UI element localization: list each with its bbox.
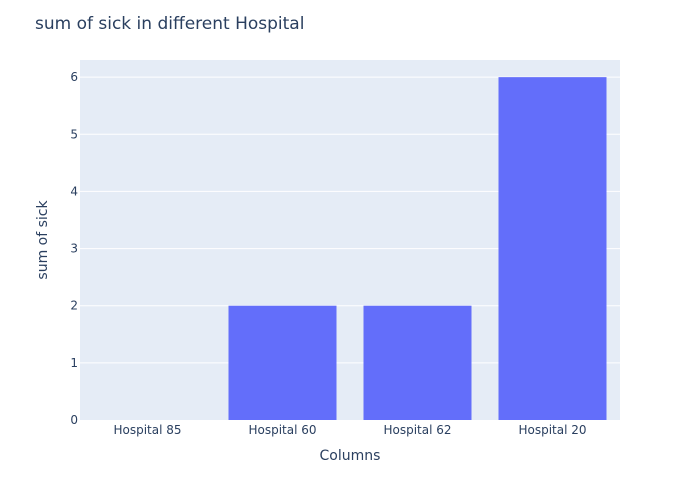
- y-tick-label: 2: [70, 299, 78, 313]
- y-tick-label: 3: [70, 242, 78, 256]
- bar-hospital-62[interactable]: [363, 305, 472, 420]
- y-tick-label: 0: [70, 413, 78, 427]
- x-tick-label: Hospital 20: [518, 423, 586, 437]
- y-axis-ticks: 0 1 2 3 4 5 6: [70, 70, 78, 427]
- y-tick-label: 5: [70, 127, 78, 141]
- y-tick-label: 6: [70, 70, 78, 84]
- y-axis-title: sum of sick: [35, 200, 51, 280]
- chart-title: sum of sick in different Hospital: [35, 14, 304, 34]
- x-tick-label: Hospital 85: [113, 423, 181, 437]
- x-tick-label: Hospital 60: [248, 423, 316, 437]
- x-axis-ticks: Hospital 85 Hospital 60 Hospital 62 Hospita…: [113, 423, 586, 437]
- bar-hospital-20[interactable]: [498, 77, 607, 421]
- y-tick-label: 4: [70, 184, 78, 198]
- x-tick-label: Hospital 62: [383, 423, 451, 437]
- bars: [228, 77, 607, 421]
- bar-hospital-60[interactable]: [228, 305, 337, 420]
- y-tick-label: 1: [70, 356, 78, 370]
- x-axis-title: Columns: [320, 448, 381, 464]
